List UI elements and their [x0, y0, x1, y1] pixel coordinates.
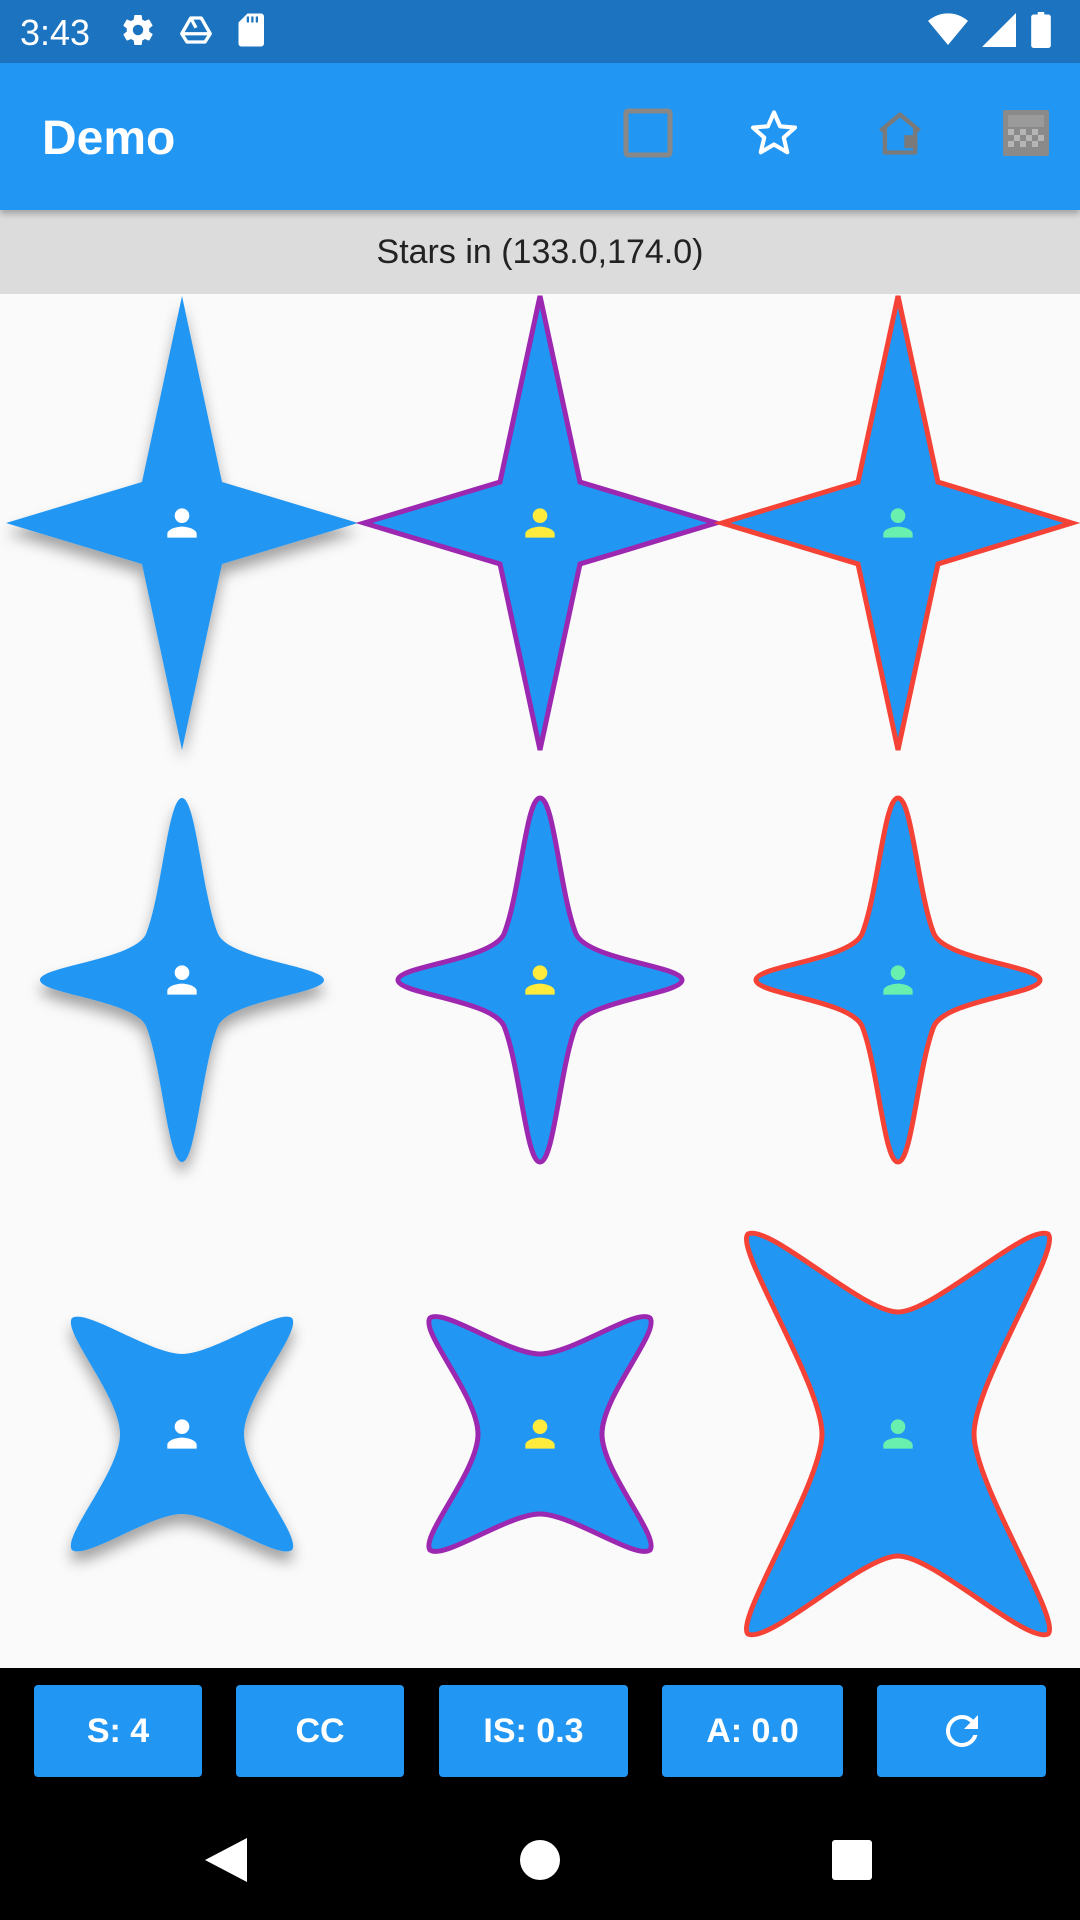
recents-icon[interactable]	[824, 1832, 880, 1888]
status-bar: 3:43	[0, 0, 1080, 63]
back-icon[interactable]	[198, 1832, 254, 1888]
angle-button[interactable]: A: 0.0	[662, 1685, 843, 1777]
signal-icon	[982, 12, 1016, 53]
star-size-label: Stars in (133.0,174.0)	[376, 232, 704, 271]
settings-icon	[120, 12, 156, 53]
sides-button[interactable]: S: 4	[34, 1685, 202, 1777]
inner-scale-button[interactable]: IS: 0.3	[439, 1685, 628, 1777]
sd-card-icon	[236, 12, 268, 53]
drive-icon	[178, 12, 214, 53]
person-icon	[525, 965, 555, 995]
navigation-bar	[0, 1800, 1080, 1920]
star-outline-icon[interactable]	[742, 101, 806, 165]
app-title: Demo	[42, 112, 176, 165]
wifi-icon	[928, 12, 968, 53]
cc-button[interactable]: CC	[236, 1685, 404, 1777]
square-outline-icon[interactable]	[616, 101, 680, 165]
info-strip: Stars in (133.0,174.0)	[0, 210, 1080, 294]
refresh-icon	[945, 1715, 978, 1747]
person-icon	[883, 965, 913, 995]
person-icon	[167, 508, 197, 538]
battery-icon	[1030, 12, 1052, 53]
house-icon[interactable]	[868, 101, 932, 165]
star-canvas	[0, 294, 1080, 1668]
person-icon	[167, 965, 197, 995]
person-icon	[883, 508, 913, 538]
person-icon	[525, 1419, 555, 1449]
person-icon	[525, 508, 555, 538]
star-sharp-red-border	[713, 295, 1080, 751]
app-bar: Demo	[0, 63, 1080, 210]
status-time: 3:43	[20, 12, 91, 53]
person-icon	[883, 1419, 913, 1449]
home-icon[interactable]	[512, 1832, 568, 1888]
person-icon	[167, 1419, 197, 1449]
reset-button[interactable]	[877, 1685, 1046, 1777]
gradient-icon[interactable]	[994, 101, 1058, 165]
